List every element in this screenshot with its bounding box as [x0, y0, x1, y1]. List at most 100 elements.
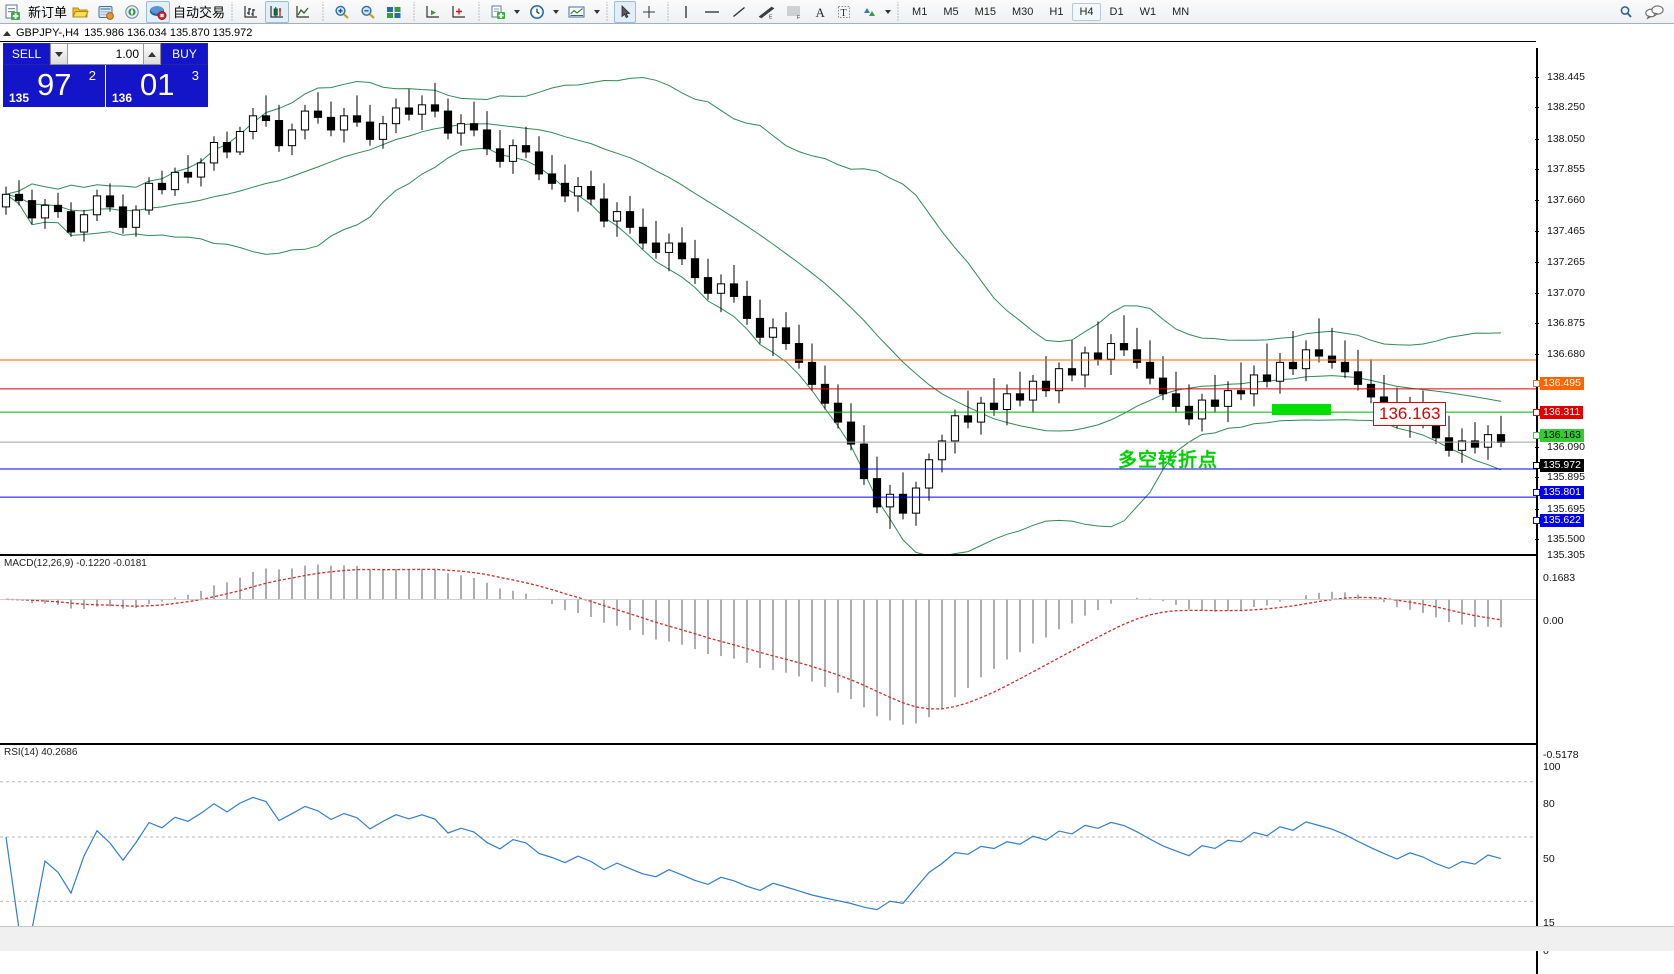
price-tick-label: 137.465 — [1547, 224, 1585, 237]
price-level-badge[interactable]: 136.311 — [1540, 405, 1584, 419]
cursor-icon[interactable] — [614, 0, 637, 23]
chevron-down-icon — [55, 51, 63, 57]
autoscroll-icon[interactable] — [447, 1, 471, 23]
price-level-handle[interactable] — [1533, 489, 1540, 497]
volume-decrease-button[interactable] — [51, 44, 68, 64]
sell-price-point: 2 — [88, 68, 96, 83]
indicators-icon[interactable] — [486, 1, 510, 23]
price-level-badge[interactable]: 135.972 — [1540, 459, 1584, 473]
symbol-ohlc: 135.986 136.034 135.870 135.972 — [84, 27, 253, 39]
price-level-handle[interactable] — [1533, 517, 1540, 525]
buy-price-point: 3 — [191, 68, 199, 83]
shift-end-icon[interactable] — [421, 1, 445, 23]
chart-area[interactable]: MACD(12,26,9) -0.1220 -0.0181 RSI(14) 40… — [0, 24, 1674, 974]
trade-panel-top-row: SELL 1.00 BUY — [3, 43, 208, 65]
text-icon[interactable]: A — [809, 1, 831, 23]
autotrading-icon[interactable] — [146, 0, 171, 23]
autotrading-label[interactable]: 自动交易 — [173, 5, 226, 20]
timeframe-m30[interactable]: M30 — [1012, 5, 1034, 18]
label-icon[interactable]: T — [833, 1, 855, 23]
candlestick-chart-icon[interactable] — [265, 0, 290, 23]
timeframe-mn[interactable]: MN — [1172, 5, 1190, 18]
trade-panel-prices: 135 97 2 136 01 3 — [3, 65, 208, 107]
rsi-plot — [0, 781, 1536, 930]
buy-price-prefix: 136 — [112, 91, 133, 105]
price-tick-label: 137.265 — [1547, 256, 1585, 269]
buy-price-block[interactable]: 136 01 3 — [106, 65, 208, 107]
templates-icon[interactable] — [564, 1, 590, 23]
vline-icon[interactable] — [675, 1, 697, 23]
line-chart-icon[interactable] — [291, 1, 315, 23]
price-level-handle[interactable] — [1533, 380, 1540, 388]
macd-pane[interactable]: MACD(12,26,9) -0.1220 -0.0181 — [0, 554, 1536, 731]
shapes-icon[interactable] — [857, 1, 881, 23]
hline-icon[interactable] — [699, 1, 725, 23]
chevron-down-icon[interactable] — [553, 9, 560, 14]
buy-price-main: 01 — [140, 67, 175, 102]
navigator-icon[interactable] — [120, 1, 144, 23]
zoom-out-icon[interactable] — [356, 1, 380, 23]
one-click-trading-panel[interactable]: SELL 1.00 BUY 135 97 2 136 01 3 — [3, 43, 208, 107]
price-plot — [0, 76, 1536, 557]
timeframe-d1[interactable]: D1 — [1109, 5, 1124, 18]
market-watch-icon[interactable] — [94, 1, 118, 23]
svg-text:F: F — [797, 15, 800, 20]
rsi-tick-label: 15 — [1543, 917, 1555, 930]
crosshair-icon[interactable] — [638, 1, 660, 23]
collapse-triangle-icon[interactable] — [3, 30, 11, 36]
rsi-pane[interactable]: RSI(14) 40.2686 — [0, 743, 1536, 930]
price-scale[interactable]: 138.445 138.250 138.050 137.855 137.660 137.4… — [1533, 48, 1674, 974]
sell-button[interactable]: SELL — [3, 43, 50, 65]
volume-input[interactable]: 1.00 — [115, 47, 139, 61]
price-tick-label: 137.660 — [1547, 194, 1585, 207]
new-order-label[interactable]: 新订单 — [28, 5, 68, 20]
price-tick-mark — [1535, 138, 1539, 140]
search-icon[interactable] — [1614, 1, 1638, 23]
price-tick-mark — [1535, 76, 1539, 78]
sell-price-block[interactable]: 135 97 2 — [3, 65, 105, 107]
zoom-in-icon[interactable] — [330, 1, 354, 23]
timeframe-m5[interactable]: M5 — [943, 5, 959, 18]
trendline-icon[interactable] — [727, 1, 751, 23]
chevron-down-icon[interactable] — [885, 9, 892, 14]
price-level-handle[interactable] — [1533, 462, 1540, 470]
price-tick-label: 137.070 — [1547, 286, 1585, 299]
price-level-handle[interactable] — [1533, 408, 1540, 416]
fibonacci-icon[interactable]: F — [781, 1, 807, 23]
folder-icon[interactable] — [68, 1, 92, 23]
macd-tick-label: -0.5178 — [1543, 749, 1579, 761]
symbol-bar: GBPJPY-,H4 135.986 136.034 135.870 135.9… — [0, 26, 252, 40]
timeframe-m15[interactable]: M15 — [974, 5, 996, 18]
price-tick-mark — [1535, 323, 1539, 325]
volume-increase-button[interactable] — [143, 44, 160, 64]
timeframe-w1[interactable]: W1 — [1139, 5, 1157, 18]
chevron-down-icon[interactable] — [594, 9, 601, 14]
macd-tick-label: 0.00 — [1543, 615, 1564, 628]
symbol-name: GBPJPY-,H4 — [16, 27, 80, 39]
bar-chart-icon[interactable] — [239, 1, 263, 23]
chart-tile-icon[interactable] — [382, 1, 406, 23]
price-tick-label: 136.875 — [1547, 317, 1585, 330]
turning-point-annotation[interactable]: 多空转折点 — [1118, 449, 1219, 471]
rsi-label: RSI(14) 40.2686 — [4, 747, 78, 758]
price-level-badge[interactable]: 135.801 — [1540, 486, 1584, 500]
price-level-badge[interactable]: 136.495 — [1540, 377, 1584, 391]
period-icon[interactable] — [525, 1, 549, 23]
price-level-badge[interactable]: 135.622 — [1540, 514, 1584, 528]
buy-button[interactable]: BUY — [161, 43, 208, 65]
price-pane[interactable] — [0, 41, 1536, 557]
price-tick-mark — [1535, 508, 1539, 510]
price-level-handle[interactable] — [1533, 432, 1540, 440]
price-level-badge[interactable]: 136.163 — [1540, 429, 1584, 443]
highlight-rectangle[interactable] — [1272, 404, 1331, 415]
chevron-down-icon[interactable] — [514, 9, 521, 14]
volume-stepper[interactable]: 1.00 — [50, 43, 161, 65]
price-tag-label[interactable]: 136.163 — [1373, 402, 1447, 426]
timeframe-m1[interactable]: M1 — [912, 5, 928, 18]
new-order-icon[interactable] — [1, 1, 25, 23]
timeframe-h4[interactable]: H4 — [1072, 2, 1101, 21]
chat-icon[interactable] — [1640, 1, 1668, 23]
svg-text:A: A — [816, 5, 826, 20]
equidistant-channel-icon[interactable]: E — [753, 1, 779, 23]
timeframe-h1[interactable]: H1 — [1049, 5, 1064, 18]
